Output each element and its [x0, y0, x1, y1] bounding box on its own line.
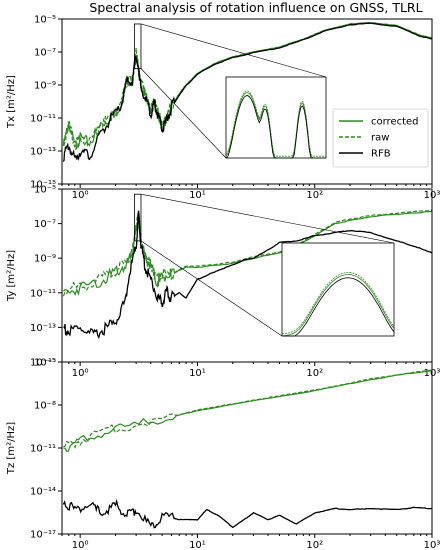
series-raw-line	[62, 209, 432, 297]
zoom-connector	[140, 68, 227, 159]
y-tick-label: 10⁻⁹	[34, 81, 56, 92]
zoom-connector	[140, 23, 327, 78]
y-tick-label: 10⁻¹³	[30, 147, 56, 158]
inset-series-raw-line	[281, 272, 395, 335]
zoom-connector	[140, 193, 395, 244]
inset-axes	[281, 242, 395, 337]
y-tick-label: 10⁻⁹	[34, 254, 56, 265]
x-tick-label: 10²	[306, 540, 323, 550]
y-tick-label: 10⁻¹¹	[30, 288, 56, 299]
x-tick-label: 10¹	[189, 190, 206, 201]
y-tick-label: 10⁻¹⁷	[30, 530, 56, 541]
plots: 10⁰ 10¹ 10² 10³ 10⁻¹⁵ 10⁻¹³ 10⁻¹¹ 10⁻⁹ 10⁻⁷ 10⁻⁵ T…	[6, 15, 440, 550]
y-tick-label: 10⁻¹⁴	[30, 487, 56, 498]
y-tick-label: 10⁻¹⁵	[30, 180, 56, 191]
x-tick-label: 10²	[306, 368, 323, 379]
y-tick-label: 10⁻¹³	[30, 323, 56, 334]
zoom-region	[133, 23, 142, 69]
y-axis-label: Tx [m²/Hz]	[6, 75, 17, 129]
axes-frame	[61, 18, 433, 185]
legend-label-corrected: corrected	[371, 117, 419, 128]
zoom-region	[133, 193, 142, 242]
series-rfb-line	[62, 22, 432, 162]
y-tick-label: 10⁻⁸	[34, 401, 56, 412]
inset-series-rfb-line	[282, 277, 395, 337]
y-tick-label: 10⁻⁷	[34, 219, 56, 230]
series-rfb-line	[62, 498, 432, 529]
zoom-connector	[140, 240, 283, 337]
series-rfb-line	[63, 210, 432, 340]
y-axis-label: Tz [m²/Hz]	[6, 422, 17, 475]
x-tick-label: 10¹	[189, 368, 206, 379]
y-axis-label: Ty [m²/Hz]	[6, 250, 17, 302]
x-tick-label: 10¹	[189, 540, 206, 550]
axes-frame	[61, 361, 433, 535]
y-tick-label: 10⁻⁵	[34, 185, 56, 196]
series-corrected-line	[63, 370, 432, 453]
x-tick-label: 10²	[306, 190, 323, 201]
y-tick-label: 10⁻¹¹	[30, 444, 56, 455]
panel-2: 10⁰ 10¹ 10² 10³10⁻¹⁵10⁻¹³10⁻¹¹10⁻⁹10⁻⁷10⁻⁵T…	[6, 185, 440, 380]
inset-series-corrected-line	[281, 274, 395, 337]
y-tick-label: 10⁻¹⁵	[30, 358, 56, 369]
legend: corrected raw RFB	[332, 108, 429, 168]
inset-axes	[225, 76, 327, 159]
y-tick-label: 10⁻⁵	[34, 358, 56, 369]
y-tick-label: 10⁻¹¹	[30, 114, 56, 125]
y-tick-label: 10⁻⁵	[34, 15, 56, 26]
x-tick-label: 10⁰	[72, 368, 89, 379]
x-tick-label: 10⁰	[72, 190, 89, 201]
series-raw-line	[63, 369, 432, 449]
inset-series-raw-line	[225, 90, 326, 157]
legend-label-raw: raw	[371, 133, 389, 144]
figure-title: Spectral analysis of rotation influence …	[89, 0, 422, 15]
legend-label-rfb: RFB	[371, 149, 391, 160]
panel-3: 10⁰ 10¹ 10² 10³ 10⁻¹⁷ 10⁻¹⁴ 10⁻¹¹ 10⁻⁸ 10⁻⁵ Tz [m…	[6, 358, 440, 550]
series-raw-line	[63, 22, 432, 151]
x-tick-label: 10⁰	[72, 540, 89, 550]
y-tick-label: 10⁻⁷	[34, 48, 56, 59]
inset-series-rfb-line	[225, 95, 326, 159]
panel-1: 10⁰ 10¹ 10² 10³10⁻¹⁵10⁻¹³10⁻¹¹10⁻⁹10⁻⁷10⁻⁵T…	[6, 15, 440, 202]
x-tick-label: 10³	[424, 540, 441, 550]
